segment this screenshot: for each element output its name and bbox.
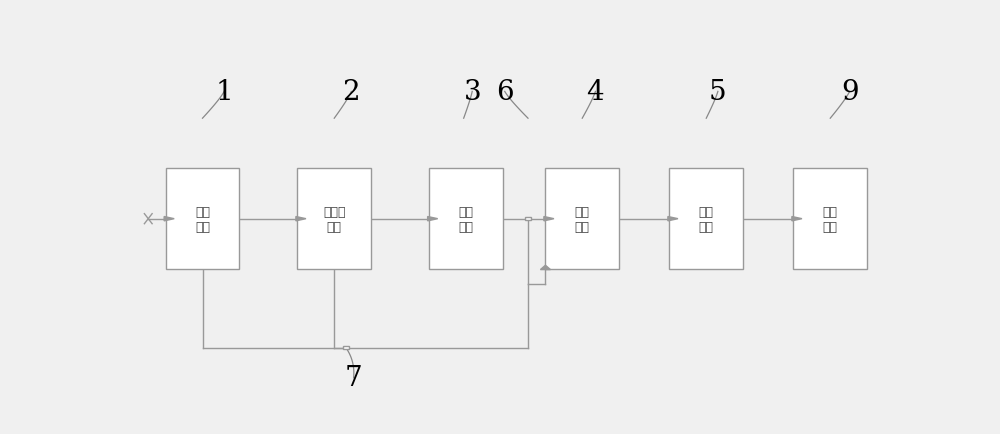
Bar bbox=[545, 169, 619, 269]
Polygon shape bbox=[296, 217, 306, 221]
Polygon shape bbox=[164, 217, 174, 221]
Bar bbox=[429, 169, 503, 269]
Text: 除尘
单元: 除尘 单元 bbox=[575, 205, 590, 233]
Text: 风机
单元: 风机 单元 bbox=[699, 205, 714, 233]
Text: 5: 5 bbox=[709, 79, 727, 105]
Bar bbox=[669, 169, 743, 269]
Bar bbox=[297, 169, 371, 269]
Polygon shape bbox=[540, 266, 550, 270]
Text: 预除尘
单元: 预除尘 单元 bbox=[323, 205, 346, 233]
Text: 9: 9 bbox=[841, 79, 858, 105]
Bar bbox=[525, 218, 531, 220]
Text: 1: 1 bbox=[215, 79, 233, 105]
Text: 3: 3 bbox=[463, 79, 481, 105]
Bar bbox=[343, 346, 349, 349]
Polygon shape bbox=[544, 217, 554, 221]
Text: 储料
单元: 储料 单元 bbox=[195, 205, 210, 233]
Text: 冷却
单元: 冷却 单元 bbox=[458, 205, 474, 233]
Bar bbox=[166, 169, 239, 269]
Polygon shape bbox=[668, 217, 678, 221]
Text: 7: 7 bbox=[345, 365, 362, 391]
Bar bbox=[793, 169, 867, 269]
Polygon shape bbox=[792, 217, 802, 221]
Text: 4: 4 bbox=[587, 79, 604, 105]
Text: 回收
单元: 回收 单元 bbox=[823, 205, 838, 233]
Text: 2: 2 bbox=[342, 79, 360, 105]
Polygon shape bbox=[428, 217, 438, 221]
Text: 6: 6 bbox=[496, 79, 514, 105]
